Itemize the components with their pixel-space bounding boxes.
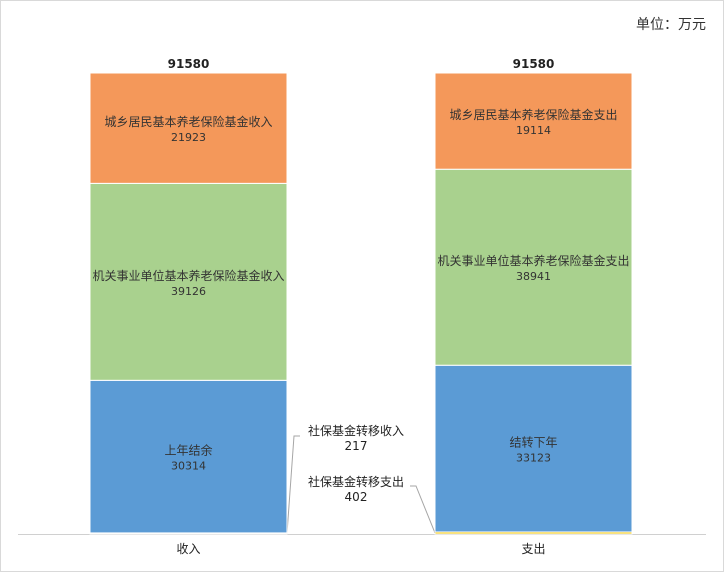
callout-leader-line	[410, 485, 436, 534]
callout-value: 217	[345, 439, 368, 453]
bar-segment	[434, 364, 633, 533]
category-tick-label: 支出	[521, 542, 545, 556]
segment-value: 39126	[171, 285, 206, 298]
segment-label: 机关事业单位基本养老保险基金支出	[437, 253, 629, 268]
callout-leader-line	[286, 435, 300, 534]
segment-value: 19114	[516, 124, 551, 137]
category-tick-label: 收入	[176, 542, 200, 556]
segment-label: 城乡居民基本养老保险基金收入	[104, 114, 272, 129]
segment-label: 城乡居民基本养老保险基金支出	[449, 107, 617, 122]
segment-value: 30314	[171, 460, 206, 473]
bar-segment	[89, 72, 288, 184]
bar-segment	[434, 72, 633, 170]
bar-segment	[434, 168, 633, 366]
callout-label: 社保基金转移支出	[308, 474, 404, 489]
segment-label: 结转下年	[509, 435, 557, 450]
segment-label: 上年结余	[164, 443, 212, 458]
segment-value: 38941	[516, 270, 551, 283]
bar-total-label: 91580	[513, 57, 555, 71]
segment-value: 21923	[171, 131, 206, 144]
unit-label: 单位：万元	[636, 17, 706, 33]
callout-value: 402	[345, 490, 368, 504]
bar-segment	[89, 379, 288, 534]
segment-value: 33123	[516, 452, 551, 465]
bar-total-label: 91580	[168, 57, 210, 71]
callout-label: 社保基金转移收入	[308, 423, 404, 438]
segment-label: 机关事业单位基本养老保险基金收入	[92, 268, 284, 283]
